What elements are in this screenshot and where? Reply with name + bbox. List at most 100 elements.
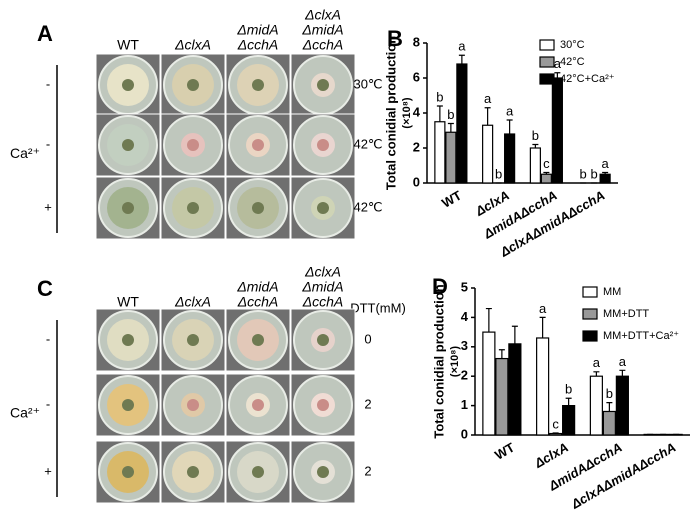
bar xyxy=(589,375,603,436)
error-bar xyxy=(511,325,518,344)
colony-center xyxy=(317,466,329,478)
column-header: ΔclxA xyxy=(304,7,341,23)
error-bar xyxy=(543,171,550,175)
colony-center xyxy=(252,79,264,91)
colony-center xyxy=(187,139,199,151)
legend-label: MM+DTT xyxy=(603,308,649,320)
error-bar xyxy=(485,307,492,333)
legend-swatch xyxy=(582,286,598,298)
error-bar xyxy=(606,402,613,412)
significance-letter: b xyxy=(565,382,572,397)
significance-letter: a xyxy=(602,156,610,171)
ca-sign: - xyxy=(46,396,50,411)
x-tick-label: WT xyxy=(439,188,464,211)
y-axis-unit: (×10⁸) xyxy=(401,97,413,129)
column-header: ΔmidA xyxy=(301,279,343,295)
panel-label: D xyxy=(432,274,448,299)
significance-letter: a xyxy=(539,301,547,316)
y-axis-label: Total conidial production xyxy=(383,36,398,190)
ca-sign: - xyxy=(46,76,50,91)
error-bar xyxy=(552,432,559,434)
legend-swatch xyxy=(582,330,598,342)
y-tick-label: 0 xyxy=(461,426,468,441)
bar xyxy=(536,337,550,436)
column-header: ΔmidA xyxy=(236,22,278,38)
condition: 2 xyxy=(364,396,371,411)
significance-letter: b xyxy=(580,166,587,181)
colony-center xyxy=(187,79,199,91)
bar xyxy=(482,331,496,436)
x-tick-label: WT xyxy=(492,440,517,463)
bar xyxy=(602,410,616,436)
significance-letter: a xyxy=(619,354,627,369)
bar xyxy=(508,343,522,436)
condition: 2 xyxy=(364,463,371,478)
legend-label: MM+DTT+Ca²⁺ xyxy=(603,330,679,342)
column-header: ΔcchA xyxy=(302,294,344,310)
significance-letter: a xyxy=(506,103,514,118)
panel-label: A xyxy=(37,21,53,46)
significance-letter: c xyxy=(543,156,550,171)
bar xyxy=(445,131,457,184)
legend-label: 42°C xyxy=(560,56,585,68)
y-tick-label: 8 xyxy=(413,34,420,49)
y-tick-label: 6 xyxy=(413,69,420,84)
error-bar xyxy=(436,105,443,122)
y-tick-label: 4 xyxy=(461,309,469,324)
y-tick-label: 2 xyxy=(461,368,468,383)
column-header: ΔclxA xyxy=(174,294,211,310)
colony-center xyxy=(187,399,199,411)
significance-letter: b xyxy=(495,166,502,181)
side-label: Ca²⁺ xyxy=(10,145,40,161)
condition: 42℃ xyxy=(353,136,382,151)
colony-center xyxy=(252,139,264,151)
error-bar xyxy=(506,119,513,134)
bar xyxy=(504,133,516,184)
legend-label: 30°C xyxy=(560,39,585,51)
ca-sign: - xyxy=(46,331,50,346)
bar xyxy=(456,63,468,184)
colony-center xyxy=(317,334,329,346)
significance-letter: a xyxy=(484,91,492,106)
y-tick-label: 0 xyxy=(413,174,420,189)
legend-label: 42°C+Ca²⁺ xyxy=(560,73,615,85)
column-header: ΔmidA xyxy=(236,279,278,295)
column-header: WT xyxy=(117,37,139,53)
significance-letter: a xyxy=(458,39,466,54)
legend-swatch xyxy=(539,73,555,85)
colony-center xyxy=(122,202,134,214)
y-tick-label: 2 xyxy=(413,139,420,154)
significance-letter: b xyxy=(447,107,454,122)
colony-center xyxy=(317,202,329,214)
bar xyxy=(434,121,446,184)
colony-center xyxy=(122,466,134,478)
significance-letter: b xyxy=(591,166,598,181)
bar xyxy=(549,432,563,436)
ca-sign: + xyxy=(44,199,52,214)
colony-center xyxy=(252,466,264,478)
error-bar xyxy=(458,54,465,64)
bar xyxy=(495,357,509,436)
condition: 0 xyxy=(364,331,371,346)
significance-letter: a xyxy=(593,355,601,370)
bar xyxy=(615,375,629,436)
colony-center xyxy=(187,202,199,214)
significance-letter: b xyxy=(532,128,539,143)
y-tick-label: 5 xyxy=(461,279,468,294)
significance-letter: a xyxy=(554,56,562,71)
bar xyxy=(482,124,494,184)
legend-swatch xyxy=(539,56,555,68)
significance-letter: b xyxy=(606,386,613,401)
error-bar xyxy=(539,316,546,338)
bar xyxy=(540,173,552,184)
error-bar xyxy=(484,107,491,126)
error-bar xyxy=(619,369,626,377)
colony-center xyxy=(122,79,134,91)
bar xyxy=(562,405,576,436)
colony-center xyxy=(122,139,134,151)
column-header: ΔclxA xyxy=(304,264,341,280)
legend-label: MM xyxy=(603,286,621,298)
column-header: WT xyxy=(117,294,139,310)
y-axis-label: Total conidial production xyxy=(431,284,446,438)
